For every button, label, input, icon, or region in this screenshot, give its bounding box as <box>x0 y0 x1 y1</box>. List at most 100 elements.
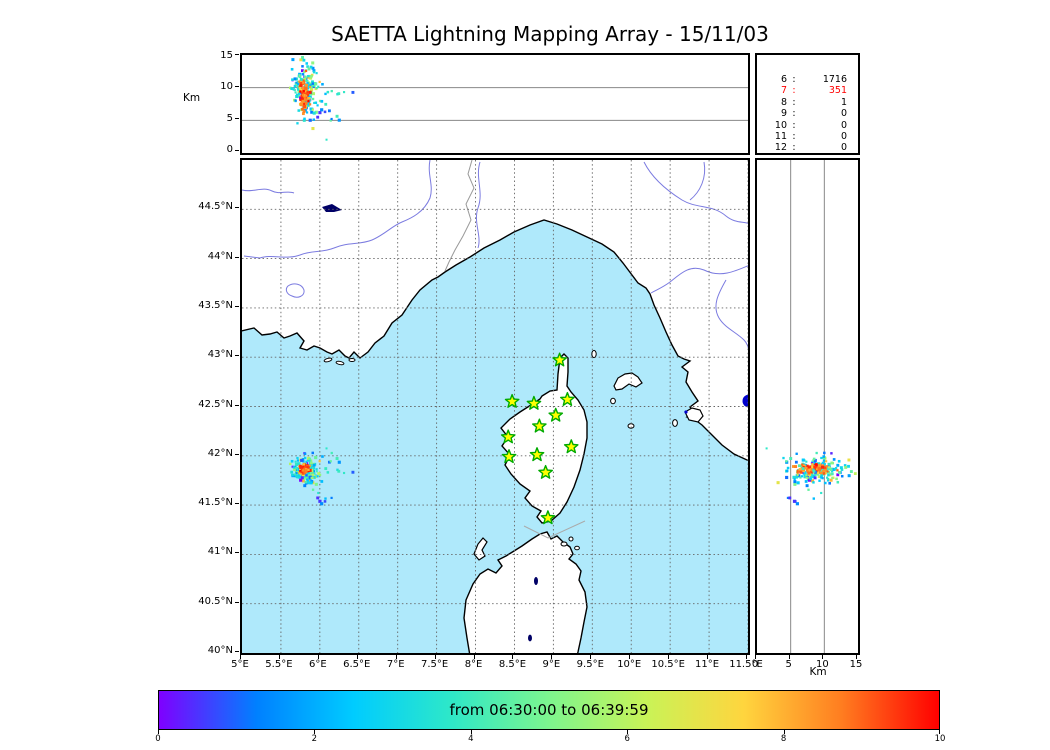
lightning-point <box>305 79 308 82</box>
lightning-point <box>300 69 304 73</box>
lightning-point <box>294 468 298 472</box>
map-plot <box>242 160 748 653</box>
lat-tick-label: 42.5°N <box>198 398 233 410</box>
lat-tick-mark <box>235 453 239 455</box>
lightning-point <box>300 91 304 94</box>
lightning-point <box>316 104 319 107</box>
coastline-mainland <box>242 160 748 461</box>
elba-island <box>613 372 643 391</box>
lightning-point <box>307 102 311 106</box>
orbetello-lagoon <box>684 410 688 414</box>
lightning-point <box>305 469 308 472</box>
lightning-point <box>843 464 847 467</box>
lightning-point <box>309 461 313 465</box>
lake-coghinas <box>534 577 538 585</box>
lightning-point <box>811 475 815 479</box>
lightning-point <box>804 466 808 470</box>
maddalena-islet-3 <box>574 545 580 551</box>
lightning-point <box>828 481 831 485</box>
source-count-value: 351 <box>828 85 847 97</box>
lightning-sources-alt-lat <box>765 447 857 506</box>
altitude-latitude-plot <box>765 160 857 653</box>
lightning-point <box>305 111 309 114</box>
lightning-point <box>301 72 305 76</box>
lightning-point <box>309 76 313 80</box>
lon-tick-label: 6.5°E <box>343 659 371 670</box>
lightning-point <box>849 470 853 473</box>
etang-de-berre <box>285 283 305 298</box>
altitude-longitude-panel <box>240 53 750 155</box>
lat-tick-label: 43°N <box>207 349 233 361</box>
lightning-point <box>815 468 818 471</box>
lightning-point <box>312 71 316 74</box>
lat-tick-label: 44.5°N <box>198 201 233 213</box>
colon: : <box>792 119 796 131</box>
lightning-point <box>303 475 307 479</box>
lightning-point <box>786 466 790 470</box>
lightning-point <box>789 457 793 460</box>
lightning-point <box>311 471 314 474</box>
colorbar-tick-mark <box>470 730 472 734</box>
lightning-point <box>330 451 333 455</box>
source-count-value: 1716 <box>822 74 847 85</box>
lightning-point <box>303 117 306 121</box>
lightning-point <box>321 455 324 458</box>
colon: : <box>792 142 796 154</box>
lightning-point <box>809 467 813 471</box>
lightning-point <box>304 464 308 467</box>
lightning-point <box>294 99 297 102</box>
lightning-point <box>820 456 823 460</box>
lightning-point <box>815 463 818 467</box>
hyeres-island-2 <box>335 360 345 366</box>
lightning-point <box>786 496 790 499</box>
station-star <box>532 418 547 433</box>
lat-tick-mark <box>235 503 239 505</box>
lightning-point <box>812 457 816 461</box>
lightning-point <box>797 464 801 468</box>
lightning-point <box>323 110 327 114</box>
bonifacio-boundary-line <box>523 520 586 539</box>
lat-tick-mark <box>235 404 239 406</box>
lightning-point <box>317 491 320 495</box>
lon-tick-mark <box>317 655 319 659</box>
lat-tick-mark <box>235 651 239 652</box>
lightning-point <box>315 470 318 473</box>
lightning-point <box>831 476 834 480</box>
lightning-point <box>302 110 306 114</box>
lightning-point <box>300 96 304 100</box>
lightning-point <box>337 92 341 96</box>
lightning-point <box>793 478 796 481</box>
sardinia-landmass <box>463 531 588 653</box>
lightning-point <box>329 460 332 463</box>
lightning-point <box>307 97 310 100</box>
lightning-point <box>311 108 314 111</box>
colon: : <box>792 131 796 143</box>
lightning-point <box>314 101 318 104</box>
lightning-point <box>813 468 817 471</box>
lightning-point <box>300 470 304 474</box>
lightning-point <box>807 471 811 475</box>
lightning-point <box>329 119 332 122</box>
lightning-point <box>316 475 319 478</box>
lightning-point <box>311 488 315 491</box>
altitude-axis-unit-label: Km <box>183 92 201 104</box>
lightning-point <box>809 477 812 481</box>
lightning-point <box>827 462 831 466</box>
lightning-point <box>293 77 297 81</box>
river-tiber <box>715 279 748 349</box>
lightning-point <box>822 459 826 462</box>
station-star <box>504 393 520 408</box>
lightning-point <box>304 456 307 460</box>
lightning-point <box>307 476 310 480</box>
lightning-point <box>806 464 809 467</box>
lightning-point <box>302 463 306 466</box>
lightning-point <box>301 112 305 116</box>
lightning-point <box>821 477 824 480</box>
lightning-point <box>832 467 836 471</box>
altitude-gridlines-vertical <box>790 160 825 653</box>
lightning-point <box>306 479 309 482</box>
lightning-point <box>785 460 788 463</box>
lightning-point <box>299 478 303 482</box>
lightning-point <box>294 462 299 466</box>
